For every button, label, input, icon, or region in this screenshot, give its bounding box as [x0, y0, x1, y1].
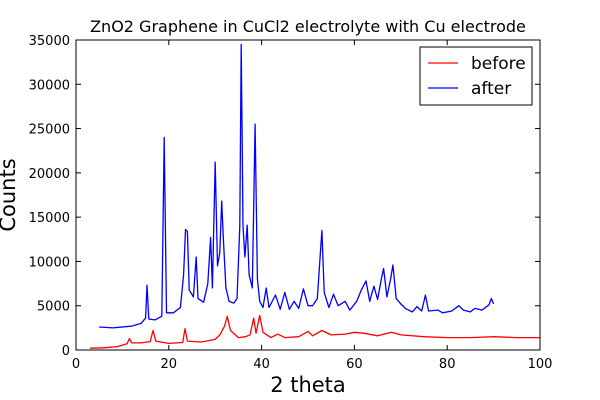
legend-label-after: after [471, 79, 511, 99]
y-axis-title: Counts [0, 158, 20, 231]
y-tick-label: 0 [62, 344, 70, 359]
chart-title: ZnO2 Graphene in CuCl2 electrolyte with … [90, 17, 526, 36]
series-line-before [89, 314, 540, 349]
x-axis: 0 20 40 60 80 100 [72, 40, 553, 372]
x-tick-label: 40 [253, 357, 270, 372]
y-axis: 0 5000 10000 15000 20000 25000 30000 35000 [29, 34, 540, 359]
y-tick-label: 30000 [29, 78, 70, 93]
plot-frame [75, 39, 541, 351]
legend: before after [419, 46, 533, 106]
y-tick-label: 25000 [29, 123, 70, 138]
y-tick-label: 5000 [37, 300, 70, 315]
y-tick-label: 15000 [29, 211, 70, 226]
x-axis-title: 2 theta [270, 373, 346, 397]
y-tick-label: 20000 [29, 167, 70, 182]
legend-box [419, 46, 533, 106]
y-tick-label: 10000 [29, 255, 70, 270]
x-tick-label: 60 [346, 357, 363, 372]
series-line-after [99, 43, 495, 329]
y-tick-label: 35000 [29, 34, 70, 49]
x-tick-label: 100 [528, 357, 553, 372]
plot-lines [89, 43, 540, 349]
legend-label-before: before [471, 54, 526, 74]
x-tick-label: 0 [72, 357, 80, 372]
x-tick-label: 20 [161, 357, 178, 372]
x-tick-label: 80 [439, 357, 456, 372]
